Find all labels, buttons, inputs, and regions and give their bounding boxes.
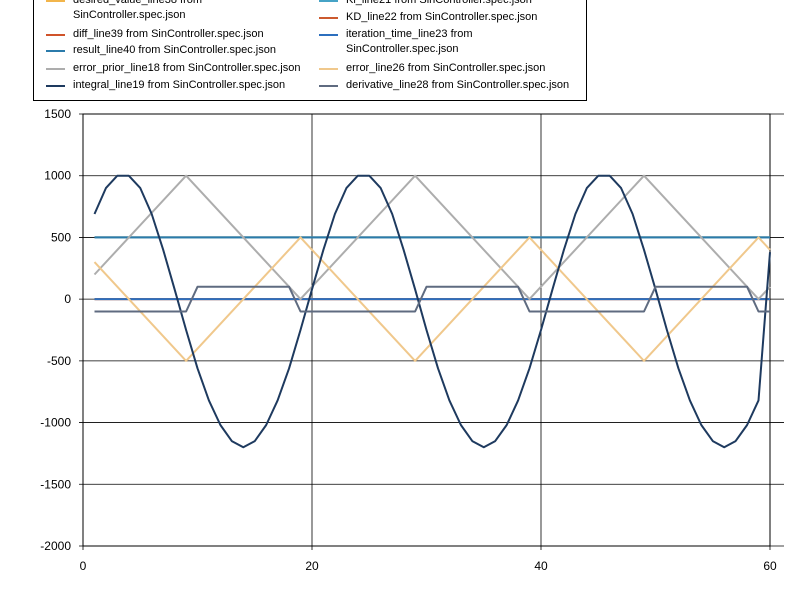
legend-label: derivative_line28 from SinController.spe… [346,79,570,91]
legend-label: result_line40 from SinController.spec.js… [73,44,276,56]
x-tick-label: 0 [80,559,87,573]
y-tick-label: -1000 [40,416,71,430]
series-line-6 [93,174,771,301]
y-tick-label: 0 [64,292,71,306]
legend-label: KD_line22 from SinController.spec.json [346,11,538,23]
legend-swatch [46,34,65,36]
y-tick-label: -1500 [40,477,71,491]
legend-swatch [46,0,65,2]
legend-label: error_prior_line18 from SinController.sp… [73,62,301,74]
legend-swatch [319,68,338,70]
legend-swatch [319,0,338,2]
legend-swatch [46,50,65,52]
legend-label: diff_line39 from SinController.spec.json [73,28,264,40]
legend-swatch [319,34,338,36]
legend-label: desired_value_line38 from SinController.… [73,0,203,21]
y-tick-label: -500 [47,354,71,368]
y-tick-label: 500 [51,230,71,244]
x-tick-label: 40 [534,559,548,573]
x-tick-label: 20 [305,559,319,573]
chart-legend: desired_value_line38 from SinController.… [33,0,587,101]
series-line-9 [94,285,770,313]
x-tick-label: 60 [763,559,777,573]
legend-swatch [319,17,338,19]
y-tick-label: -2000 [40,539,71,553]
legend-label: integral_line19 from SinController.spec.… [73,79,286,91]
y-tick-label: 1000 [44,169,71,183]
series-line-8 [93,174,771,449]
series-line-7 [93,236,771,362]
legend-swatch [46,68,65,70]
legend-swatch [46,85,65,87]
legend-swatch [319,85,338,87]
y-tick-label: 1500 [44,107,71,121]
legend-label: Ki_line21 from SinController.spec.json [346,0,532,6]
legend-label: error_line26 from SinController.spec.jso… [346,62,546,74]
legend-label: iteration_time_line23 from SinController… [346,28,473,55]
